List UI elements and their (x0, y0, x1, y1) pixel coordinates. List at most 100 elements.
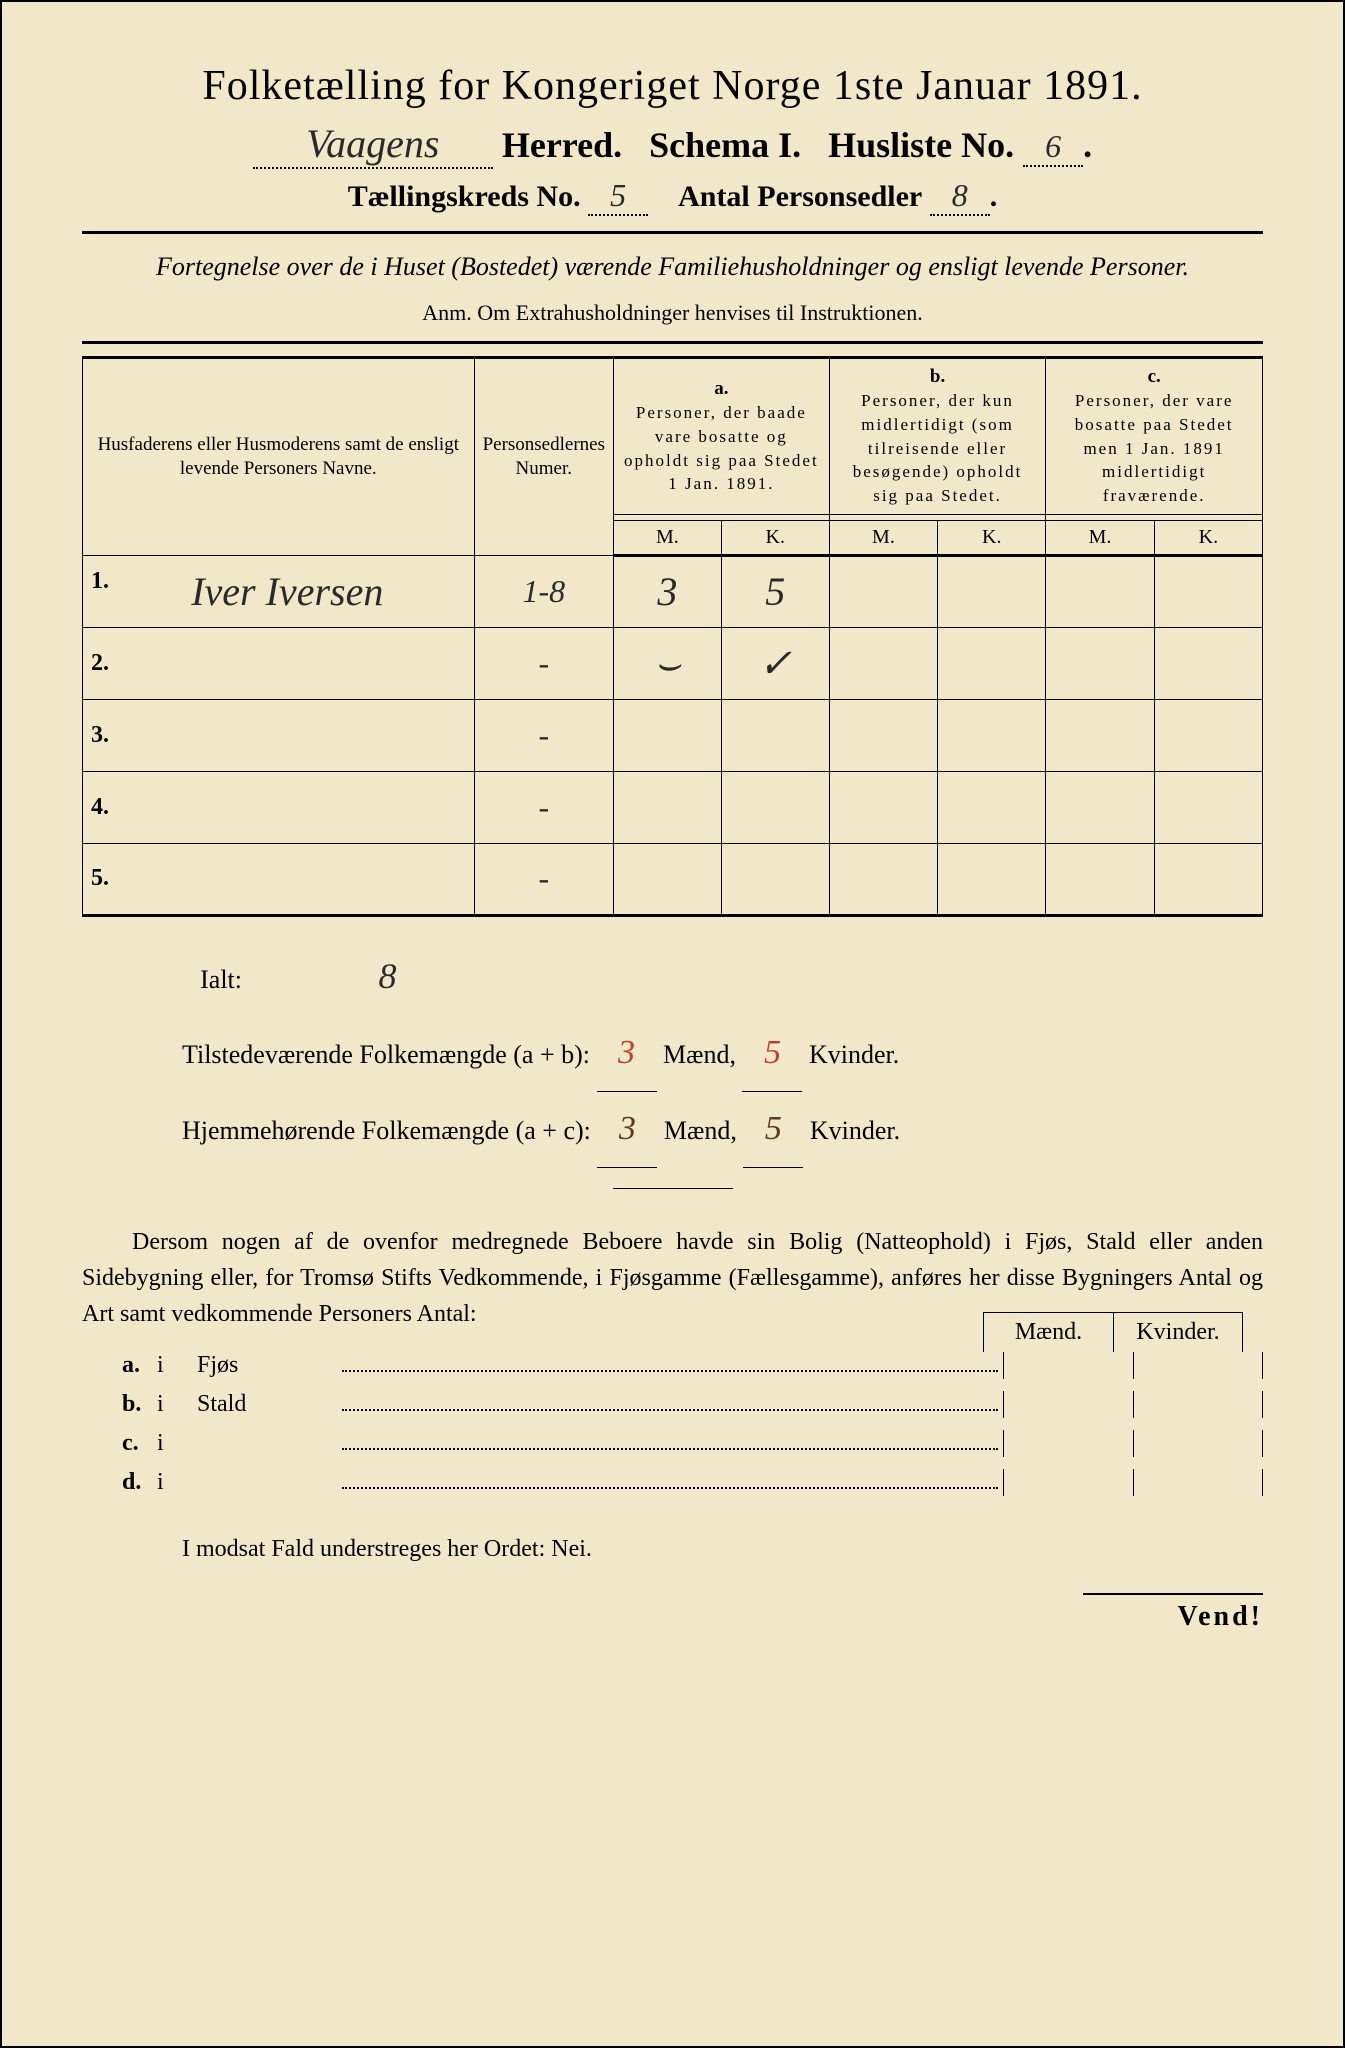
row-maend (1003, 1469, 1133, 1496)
cell-ak: 5 (721, 555, 829, 627)
nei-instruction: I modsat Fald understreges her Ordet: Ne… (182, 1536, 1263, 1563)
antal-value: 8 (930, 177, 990, 216)
antal-label: Antal Personsedler (678, 180, 922, 213)
row-maend (1003, 1352, 1133, 1379)
outbuilding-row: b. i Stald (122, 1391, 1263, 1418)
subtitle: Fortegnelse over de i Huset (Bostedet) v… (82, 249, 1263, 285)
cell-am (613, 771, 721, 843)
cell-cm (1046, 843, 1154, 915)
table-row: 5. - (83, 843, 1263, 915)
row-kvinder (1133, 1469, 1263, 1496)
vend-label: Vend! (1083, 1593, 1263, 1633)
hjem-kvinder: 5 (765, 1110, 782, 1147)
cell-number: 1-8 (474, 555, 613, 627)
tilst-maend: 3 (618, 1034, 635, 1071)
cell-ak: ✓ (721, 627, 829, 699)
tilstedevaerende-label: Tilstedeværende Folkemængde (a + b): (182, 1040, 590, 1069)
col-header-a: a. Personer, der baade vare bosatte og o… (613, 358, 829, 515)
cell-bk (938, 843, 1046, 915)
tilst-kvinder: 5 (764, 1034, 781, 1071)
dotted-line (342, 1487, 998, 1489)
cell-number: - (474, 843, 613, 915)
cell-name: 1. Iver Iversen (83, 555, 475, 627)
maend-label: Mænd, (664, 1116, 737, 1145)
divider (82, 231, 1263, 234)
outbuilding-row: d. i (122, 1469, 1263, 1496)
taellingskreds-no: 5 (588, 177, 648, 216)
cell-number: - (474, 771, 613, 843)
hjem-maend: 3 (619, 1110, 636, 1147)
cell-name: 5. (83, 843, 475, 915)
divider (613, 1188, 733, 1189)
row-name: Fjøs (197, 1352, 337, 1379)
cell-name: 3. (83, 699, 475, 771)
row-name: Stald (197, 1391, 337, 1418)
cell-bk (938, 627, 1046, 699)
cell-number: - (474, 627, 613, 699)
ialt-value: 8 (379, 956, 397, 996)
cell-ck (1154, 699, 1262, 771)
table-row: 4. - (83, 771, 1263, 843)
cell-am: ⌣ (613, 627, 721, 699)
cell-cm (1046, 627, 1154, 699)
col-header-name: Husfaderens eller Husmoderens samt de en… (83, 358, 475, 556)
cell-bk (938, 555, 1046, 627)
cell-bk (938, 771, 1046, 843)
table-row: 3. - (83, 699, 1263, 771)
row-kvinder (1133, 1391, 1263, 1418)
row-letter: c. (122, 1430, 157, 1457)
taellingskreds-label: Tællingskreds No. (348, 180, 581, 213)
header-line-3: Tællingskreds No. 5 Antal Personsedler 8… (82, 177, 1263, 216)
husliste-label: Husliste No. (828, 125, 1014, 165)
cell-bm (829, 627, 937, 699)
cell-bm (829, 771, 937, 843)
row-kvinder (1133, 1352, 1263, 1379)
cell-bm (829, 843, 937, 915)
maend-label: Mænd, (663, 1040, 736, 1069)
census-document-page: Folketælling for Kongeriget Norge 1ste J… (0, 0, 1345, 2048)
col-k: K. (938, 520, 1046, 555)
col-header-number: Personsedlernes Numer. (474, 358, 613, 556)
cell-am: 3 (613, 555, 721, 627)
cell-am (613, 843, 721, 915)
row-i: i (157, 1352, 197, 1379)
husliste-no: 6 (1023, 128, 1083, 167)
col-m: M. (613, 520, 721, 555)
row-i: i (157, 1430, 197, 1457)
cell-ck (1154, 627, 1262, 699)
col-m: M. (829, 520, 937, 555)
row-maend (1003, 1391, 1133, 1418)
outbuilding-section: Mænd.Kvinder. a. i Fjøs b. i Stald c. i … (82, 1352, 1263, 1496)
cell-am (613, 699, 721, 771)
dotted-line (342, 1370, 998, 1372)
cell-ak (721, 771, 829, 843)
mk-column-headers: Mænd.Kvinder. (983, 1312, 1243, 1352)
kvinder-label: Kvinder. (809, 1040, 899, 1069)
cell-ak (721, 843, 829, 915)
cell-cm (1046, 771, 1154, 843)
kvinder-label: Kvinder. (810, 1116, 900, 1145)
table-row: 1. Iver Iversen 1-8 3 5 (83, 555, 1263, 627)
outbuilding-row: a. i Fjøs (122, 1352, 1263, 1379)
divider (82, 341, 1263, 344)
summary-section: Ialt: 8 Tilstedeværende Folkemængde (a +… (82, 937, 1263, 1168)
herred-label: Herred. (502, 125, 622, 165)
col-header-b: b. Personer, der kun midlertidigt (som t… (829, 358, 1046, 515)
col-k: K. (1154, 520, 1262, 555)
cell-ck (1154, 555, 1262, 627)
cell-ck (1154, 771, 1262, 843)
col-m: M. (1046, 520, 1154, 555)
row-letter: a. (122, 1352, 157, 1379)
herred-name: Vaagens (253, 120, 493, 169)
outbuilding-row: c. i (122, 1430, 1263, 1457)
dotted-line (342, 1409, 998, 1411)
cell-name: 2. (83, 627, 475, 699)
cell-cm (1046, 699, 1154, 771)
cell-bm (829, 555, 937, 627)
cell-name: 4. (83, 771, 475, 843)
kvinder-header: Kvinder. (1113, 1312, 1243, 1352)
cell-number: - (474, 699, 613, 771)
table-row: 2. - ⌣ ✓ (83, 627, 1263, 699)
census-table: Husfaderens eller Husmoderens samt de en… (82, 356, 1263, 917)
row-kvinder (1133, 1430, 1263, 1457)
